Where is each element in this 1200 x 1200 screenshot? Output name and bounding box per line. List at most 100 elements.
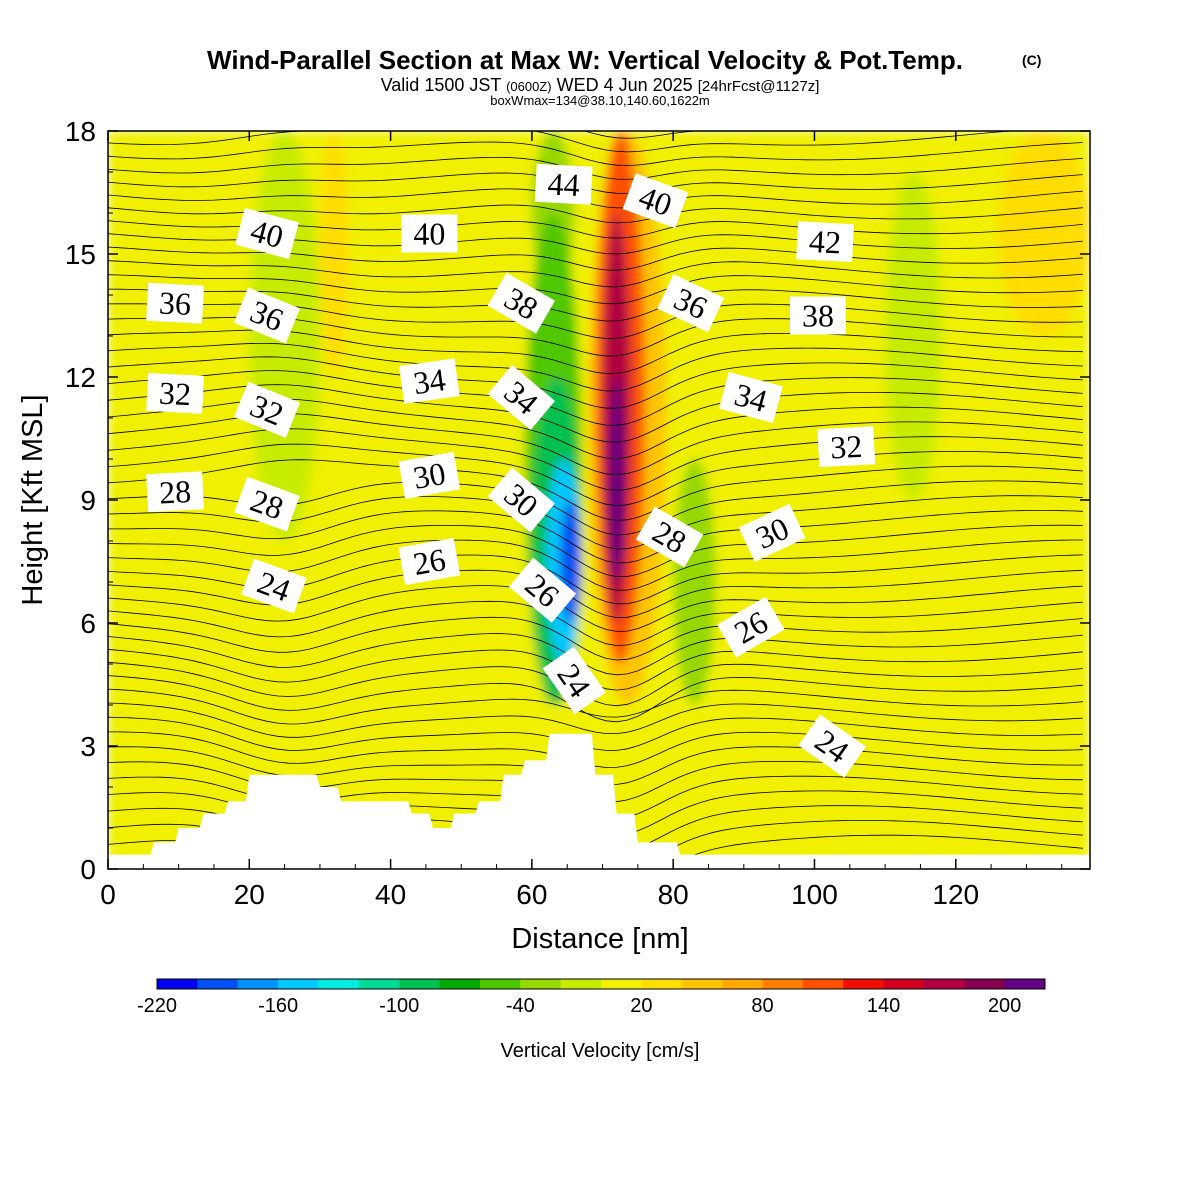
colorbar-swatch [197,979,239,989]
colorbar-tick-label: -220 [137,995,177,1017]
theta-label-box [146,471,205,513]
theta-contour-line [108,384,1083,443]
theta-label-box [717,596,785,658]
theta-contour-line [108,616,1083,661]
shading-region [673,459,716,705]
colorbar-swatch [681,979,723,989]
shading-region [998,131,1090,336]
colorbar-swatch [883,979,925,989]
theta-label-box [508,557,577,623]
x-tick-label: 80 [658,879,689,910]
theta-label: 38 [790,296,846,335]
theta-label-box [657,274,725,333]
theta-label-text: 34 [411,361,448,401]
theta-label: 30 [398,451,461,499]
theta-contour-line [108,172,1083,194]
theta-label-box [487,467,555,533]
colorbar-frame [156,978,1046,990]
theta-label-box [241,558,307,614]
theta-contour-line [108,204,1083,224]
terrain [108,733,1090,869]
y-tick-label: 18 [65,116,96,147]
theta-contour-line [108,443,1083,507]
theta-contour-line [108,600,1083,647]
theta-label-text: 32 [829,428,863,466]
theta-contour-line [108,731,1083,768]
x-tick-label: 60 [516,879,547,910]
theta-label: 26 [398,537,461,586]
colorbar-swatch [802,979,844,989]
subtitle-z: (0600Z) [506,79,552,94]
theta-label: 32 [817,426,876,468]
theta-contour-line [108,633,1083,676]
y-tick-label: 3 [80,731,96,762]
theta-contour-line [108,716,1083,751]
colorbar-tick-label: -160 [258,995,298,1017]
theta-label: 24 [241,558,307,614]
theta-contour-line [108,141,1083,166]
theta-label-text: 30 [411,455,449,496]
theta-contour-line [108,510,1083,564]
colorbar-swatch [318,979,360,989]
subtitle-date: WED 4 Jun 2025 [557,75,693,95]
theta-label-text: 42 [808,223,842,261]
theta-label-box [817,426,876,468]
colorbar-swatch [278,979,319,989]
theta-label-text: 44 [547,165,581,203]
colorbar-tick-label: -100 [379,995,419,1017]
theta-contour-line [108,356,1083,409]
theta-contour-line [108,675,1083,723]
theta-contour-line [108,274,1083,305]
colorbar: -220 -160 -100 -40 20 80 140 200 [137,978,1046,1017]
theta-label-box [399,358,460,404]
theta-label-box [738,503,806,562]
shading-region [319,131,349,377]
theta-label: 34 [399,358,460,404]
x-tick-label: 0 [100,879,116,910]
theta-label-box [233,287,301,344]
subtitle-fcst: [24hrFcst@1127z] [698,78,820,95]
theta-label: 40 [235,207,299,260]
theta-label-box [487,272,556,334]
colorbar-swatch [479,979,521,989]
theta-contour-line [108,661,1083,707]
colorbar-tick-label: -40 [506,995,535,1017]
x-tick-label: 40 [375,879,406,910]
colorbar-swatch [157,979,198,989]
colorbar-swatch [560,979,602,989]
theta-label-box [622,173,689,229]
theta-contour-line [108,688,1083,725]
y-tick-label: 6 [80,608,96,639]
theta-label-box [235,207,299,260]
theta-label-text: 26 [411,541,449,582]
theta-label-box [534,163,593,205]
theta-contour-line [583,131,702,139]
theta-contour-line [108,459,1083,521]
theta-label-text: 36 [158,284,192,322]
x-tick-label: 120 [932,879,979,910]
theta-label-box [542,646,606,715]
theta-label-text: 28 [158,473,192,511]
theta-contour-line [108,188,1083,209]
theta-label: 40 [622,173,689,229]
colorbar-swatch [762,979,804,989]
theta-contour-line [108,585,1083,632]
theta-label: 28 [234,476,300,532]
theta-contour-line [108,343,1083,392]
x-tick-label: 20 [234,879,265,910]
theta-label-box [487,364,555,431]
title-mark: (C) [1022,52,1041,68]
chart-title: Wind-Parallel Section at Max W: Vertical… [207,45,963,75]
colorbar-swatch [641,979,683,989]
colorbar-tick-label: 140 [867,995,900,1017]
theta-label-box [398,451,461,499]
colorbar-swatch [520,979,562,989]
colorbar-swatch [439,979,481,989]
colorbar-swatch [358,979,400,989]
subtitle-main: Valid 1500 JST [381,75,502,95]
shading-region [609,377,624,582]
theta-label-box [718,371,783,424]
